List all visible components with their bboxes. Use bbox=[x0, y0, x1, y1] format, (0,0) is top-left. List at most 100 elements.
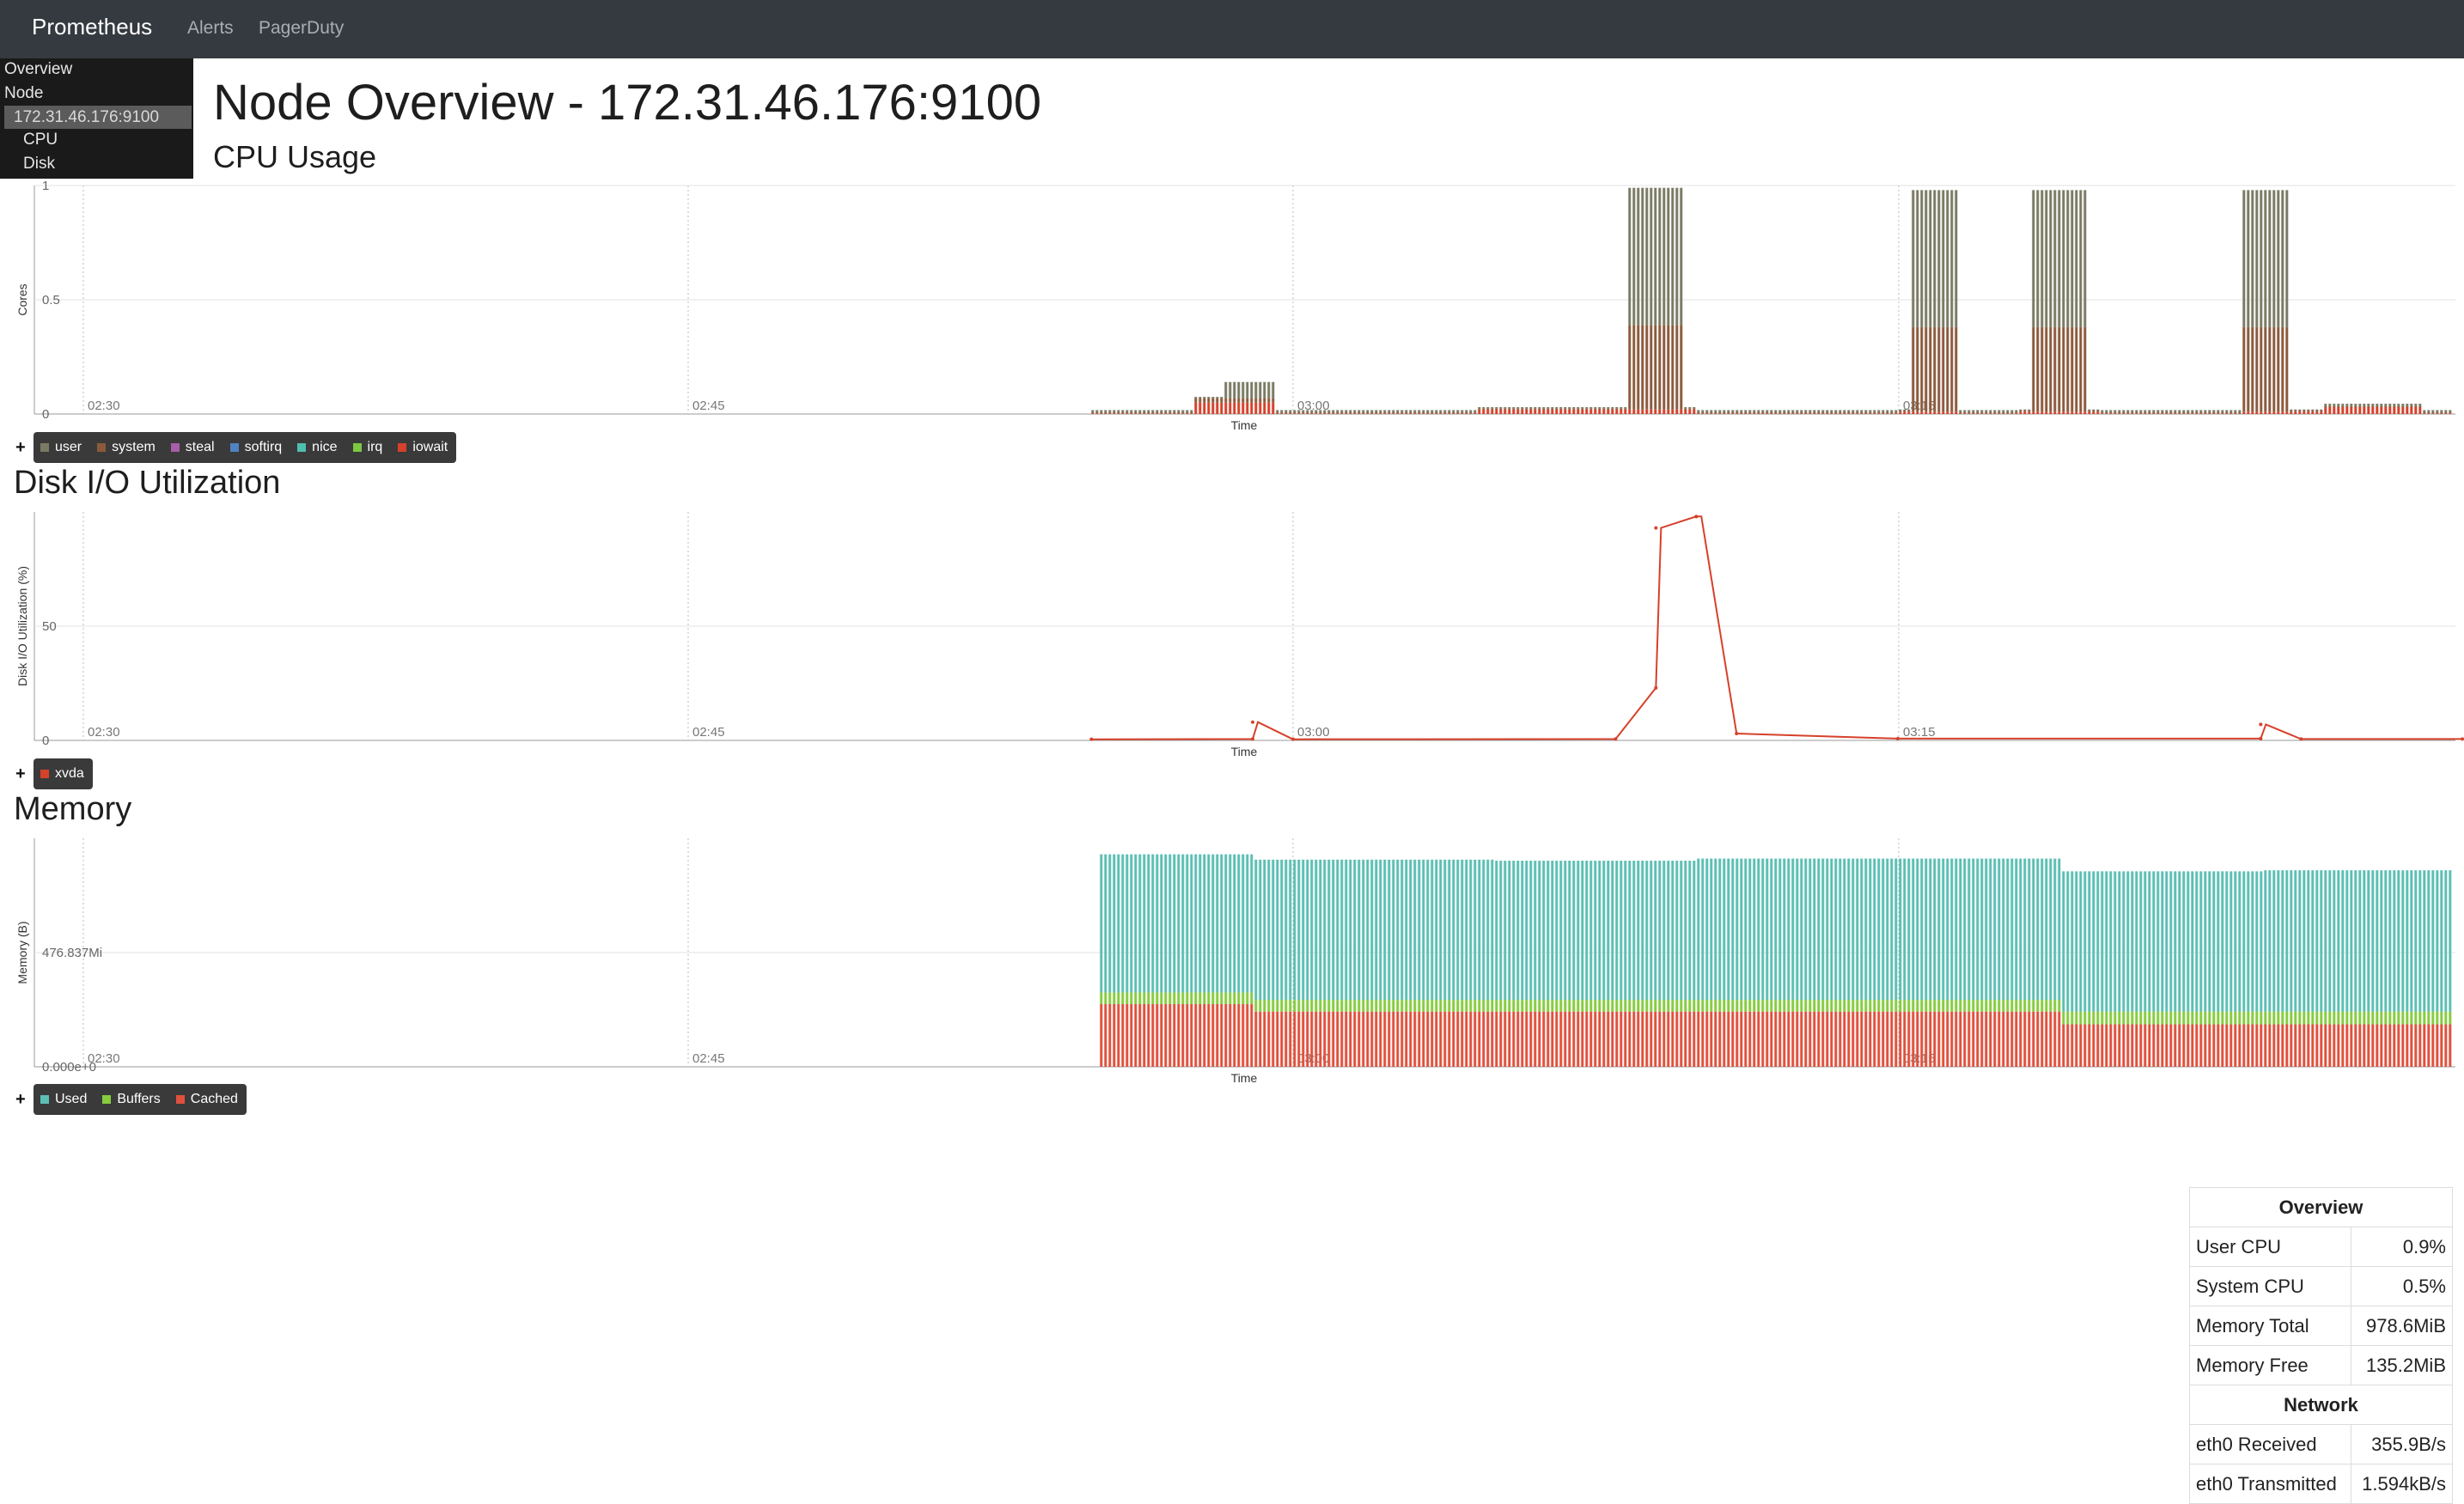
memory-bar-buffers bbox=[2238, 1011, 2241, 1025]
legend-item-buffers[interactable]: Buffers bbox=[102, 1092, 161, 1107]
memory-bar-cached bbox=[1491, 1011, 1494, 1067]
memory-bar-used bbox=[2088, 871, 2091, 1012]
menu-item-node[interactable]: Node bbox=[4, 84, 44, 102]
memory-bar-used bbox=[2337, 870, 2340, 1012]
cpu-bar-iowait bbox=[1138, 413, 1142, 414]
cpu-bar-iowait bbox=[1839, 413, 1842, 414]
memory-bar-used bbox=[1362, 859, 1365, 1001]
memory-bar-buffers bbox=[1220, 992, 1223, 1005]
memory-bar-used bbox=[2393, 870, 2396, 1012]
memory-bar-used bbox=[1641, 861, 1644, 1001]
cpu-bar-iowait bbox=[1675, 409, 1679, 414]
cpu-legend-toggle[interactable]: + bbox=[15, 438, 26, 457]
memory-bar-used bbox=[1203, 854, 1206, 993]
memory-bar-buffers bbox=[1744, 1000, 1747, 1012]
memory-bar-cached bbox=[1379, 1011, 1382, 1067]
cpu-bar-iowait bbox=[1903, 411, 1906, 414]
memory-bar-used bbox=[1439, 859, 1442, 1001]
memory-bar-used bbox=[1272, 859, 1275, 1001]
cpu-bar-iowait bbox=[1796, 413, 1799, 414]
menu-item-overview[interactable]: Overview bbox=[4, 60, 73, 78]
memory-bar-cached bbox=[1748, 1011, 1752, 1067]
cpu-bar-system bbox=[1117, 412, 1120, 414]
cpu-bar-user bbox=[1435, 410, 1438, 413]
memory-bar-used bbox=[1353, 859, 1357, 1001]
memory-bar-used bbox=[2096, 871, 2100, 1012]
legend-item-xvda[interactable]: xvda bbox=[40, 766, 84, 782]
cpu-bar-user bbox=[1216, 397, 1219, 399]
memory-bar-used bbox=[2449, 870, 2452, 1012]
memory-bar-cached bbox=[2401, 1024, 2405, 1067]
x-tick-label: 02:45 bbox=[692, 725, 725, 740]
cpu-bar-iowait bbox=[1198, 402, 1202, 414]
cpu-bar-iowait bbox=[2320, 411, 2323, 414]
cpu-bar-iowait bbox=[1345, 413, 1348, 414]
cpu-bar-system bbox=[1349, 412, 1352, 414]
legend-item-irq[interactable]: irq bbox=[352, 440, 383, 455]
legend-item-used[interactable]: Used bbox=[40, 1092, 87, 1107]
cpu-bar-iowait bbox=[1121, 413, 1125, 414]
cpu-bar-user bbox=[1534, 407, 1537, 409]
cpu-bar-system bbox=[1521, 408, 1524, 410]
legend-item-nice[interactable]: nice bbox=[297, 440, 338, 455]
cpu-bar-system bbox=[2199, 412, 2203, 414]
memory-bar-used bbox=[1284, 859, 1288, 1001]
memory-bar-used bbox=[2182, 871, 2186, 1012]
menu-item-node-instance[interactable]: 172.31.46.176:9100 bbox=[4, 106, 192, 129]
cpu-bar-iowait bbox=[1306, 413, 1309, 414]
cpu-bar-iowait bbox=[2161, 413, 2164, 414]
legend-item-steal[interactable]: steal bbox=[170, 440, 215, 455]
cpu-bar-iowait bbox=[2178, 413, 2181, 414]
cpu-bar-system bbox=[1817, 412, 1821, 414]
memory-bar-used bbox=[2169, 871, 2173, 1012]
cpu-bar-iowait bbox=[1181, 413, 1185, 414]
legend-item-cached[interactable]: Cached bbox=[175, 1092, 238, 1107]
disk-legend-toggle[interactable]: + bbox=[15, 764, 26, 783]
nav-link-pagerduty[interactable]: PagerDuty bbox=[259, 18, 345, 38]
memory-bar-buffers bbox=[1181, 992, 1185, 1005]
memory-bar-cached bbox=[1641, 1011, 1644, 1067]
cpu-bar-user bbox=[1284, 410, 1288, 413]
cpu-bar-system bbox=[1650, 325, 1653, 410]
cpu-bar-iowait bbox=[1426, 413, 1430, 414]
memory-bar-used bbox=[2290, 870, 2293, 1012]
cpu-bar-iowait bbox=[1461, 413, 1464, 414]
cpu-bar-iowait bbox=[2126, 413, 2130, 414]
memory-bar-used bbox=[2294, 870, 2297, 1012]
memory-bar-used bbox=[1473, 859, 1477, 1001]
memory-bar-cached bbox=[2234, 1024, 2237, 1067]
memory-bar-used bbox=[2238, 871, 2241, 1012]
memory-bar-used bbox=[1735, 858, 1739, 1001]
memory-legend-toggle[interactable]: + bbox=[15, 1090, 26, 1109]
legend-label: irq bbox=[367, 440, 383, 454]
nav-link-alerts[interactable]: Alerts bbox=[187, 18, 234, 38]
memory-bar-used bbox=[1645, 861, 1649, 1001]
cpu-bar-user bbox=[1967, 410, 1971, 413]
cpu-bar-iowait bbox=[1894, 413, 1898, 414]
brand-link[interactable]: Prometheus bbox=[32, 14, 153, 40]
cpu-bar-system bbox=[1585, 408, 1589, 410]
memory-bar-used bbox=[2444, 870, 2448, 1012]
legend-item-user[interactable]: user bbox=[40, 440, 82, 455]
memory-bar-cached bbox=[1216, 1004, 1219, 1067]
memory-bar-used bbox=[2113, 871, 2117, 1012]
memory-bar-used bbox=[1289, 859, 1292, 1001]
memory-bar-buffers bbox=[1323, 1000, 1327, 1012]
memory-bar-buffers bbox=[2418, 1011, 2422, 1025]
menu-item-cpu[interactable]: CPU bbox=[23, 131, 58, 149]
memory-bar-buffers bbox=[1705, 1000, 1709, 1012]
memory-graph[interactable]: 02:30 02:45 03:00 03:150.000e+0476.837MiMem… bbox=[0, 833, 2464, 1085]
cpu-bar-user bbox=[1847, 410, 1851, 413]
cpu-bar-user bbox=[1697, 410, 1700, 413]
legend-item-softirq[interactable]: softirq bbox=[229, 440, 282, 455]
menu-item-disk[interactable]: Disk bbox=[23, 155, 55, 173]
legend-item-iowait[interactable]: iowait bbox=[398, 440, 448, 455]
memory-bar-buffers bbox=[2350, 1011, 2353, 1025]
memory-bar-used bbox=[1276, 859, 1279, 1001]
legend-item-system[interactable]: system bbox=[97, 440, 156, 455]
xvda-point bbox=[1654, 685, 1658, 690]
memory-bar-buffers bbox=[1138, 992, 1142, 1005]
memory-bar-buffers bbox=[2277, 1011, 2280, 1025]
